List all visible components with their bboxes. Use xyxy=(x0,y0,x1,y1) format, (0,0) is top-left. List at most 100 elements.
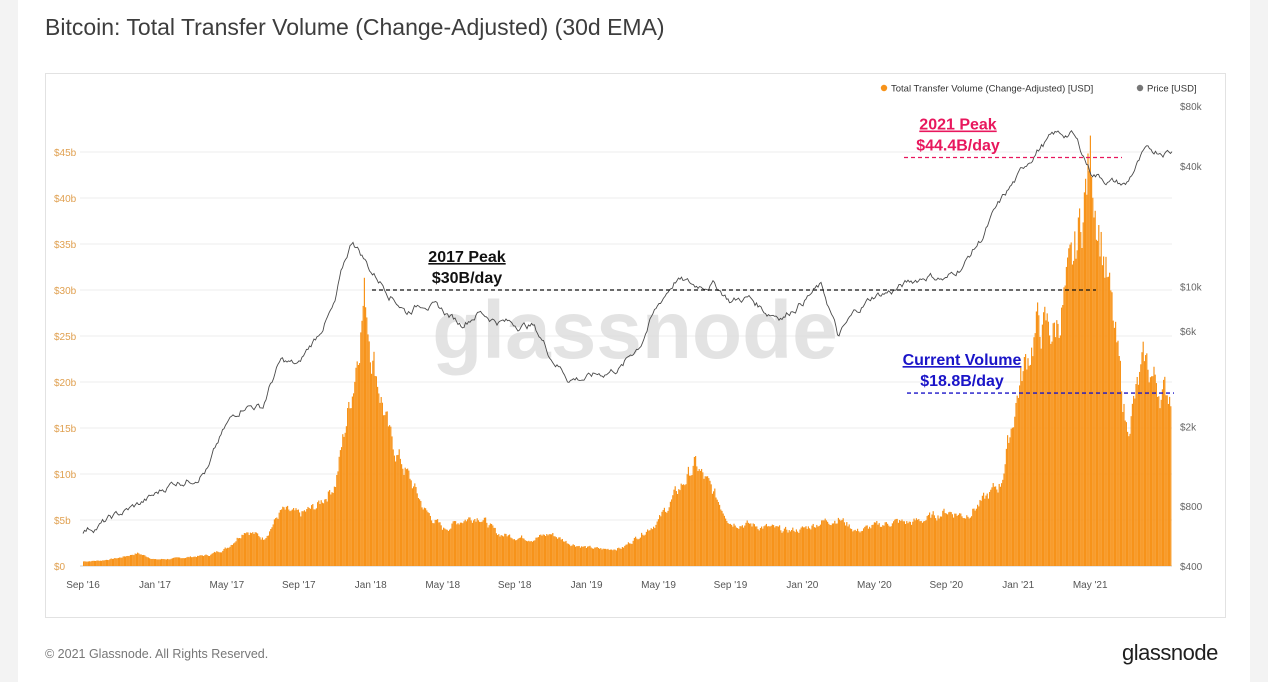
volume-bar xyxy=(450,528,452,566)
volume-bar xyxy=(626,544,628,566)
volume-bar xyxy=(422,509,424,566)
volume-bar xyxy=(764,525,766,566)
volume-bar xyxy=(1133,395,1135,566)
x-tick-label: Sep '17 xyxy=(282,580,316,591)
volume-bar xyxy=(919,521,921,566)
volume-bar xyxy=(240,538,242,566)
volume-bar xyxy=(302,511,304,566)
volume-bar xyxy=(260,539,262,566)
volume-bar xyxy=(773,525,775,566)
volume-bar xyxy=(327,491,329,566)
volume-bar xyxy=(449,529,451,566)
volume-bar xyxy=(177,557,179,566)
volume-bar xyxy=(693,456,695,566)
x-tick-label: Sep '19 xyxy=(714,580,748,591)
volume-bar xyxy=(228,547,230,566)
volume-bar xyxy=(506,536,508,566)
volume-bar xyxy=(1079,208,1081,566)
volume-bar xyxy=(110,558,112,566)
volume-bar xyxy=(299,512,301,566)
peak2021-title: 2021 Peak xyxy=(919,117,997,134)
volume-bar xyxy=(765,523,767,566)
volume-bar xyxy=(779,525,781,566)
volume-bar xyxy=(384,415,386,566)
volume-bar xyxy=(849,528,851,566)
volume-bar xyxy=(555,537,557,566)
volume-bar xyxy=(786,529,788,566)
volume-bar xyxy=(266,535,268,566)
legend-volume-label: Total Transfer Volume (Change-Adjusted) … xyxy=(891,84,1093,95)
volume-bar xyxy=(237,538,239,566)
volume-bar xyxy=(104,560,106,566)
volume-bar xyxy=(141,555,143,566)
volume-bar xyxy=(479,521,481,566)
volume-bar xyxy=(311,505,313,566)
volume-bar xyxy=(138,553,140,566)
volume-bar xyxy=(847,526,849,566)
volume-bar xyxy=(234,542,236,566)
volume-bar xyxy=(1076,250,1078,566)
volume-bar xyxy=(907,523,909,566)
volume-bar xyxy=(1095,239,1097,566)
volume-bar xyxy=(984,498,986,566)
volume-bar xyxy=(1087,153,1089,567)
volume-bar xyxy=(522,538,524,566)
volume-bar xyxy=(270,529,272,566)
price-series xyxy=(82,129,1173,534)
volume-bar xyxy=(727,522,729,566)
volume-bar xyxy=(351,396,353,566)
volume-bar xyxy=(317,502,319,566)
volume-bar xyxy=(681,484,683,566)
volume-bar xyxy=(883,525,885,566)
volume-bar xyxy=(236,537,238,566)
volume-bar xyxy=(1044,306,1046,566)
volume-bar xyxy=(855,531,857,566)
volume-bar xyxy=(230,544,232,566)
volume-bar xyxy=(386,411,388,566)
volume-bar xyxy=(782,531,784,566)
x-tick-label: Sep '16 xyxy=(66,580,100,591)
volume-bar xyxy=(625,544,627,566)
volume-bar xyxy=(830,525,832,566)
volume-bar xyxy=(175,557,177,566)
volume-bar xyxy=(1019,385,1021,566)
volume-bar xyxy=(941,516,943,566)
volume-bar xyxy=(483,517,485,566)
volume-bar xyxy=(137,552,139,566)
volume-bar xyxy=(1038,315,1040,566)
volume-bar xyxy=(777,526,779,566)
volume-bar xyxy=(243,533,245,566)
volume-bar xyxy=(611,549,613,566)
volume-bar xyxy=(707,476,709,566)
volume-bar xyxy=(185,557,187,566)
brand-logo: glassnode xyxy=(1122,640,1218,665)
volume-bar xyxy=(463,521,465,566)
volume-bar xyxy=(151,558,153,566)
volume-bar xyxy=(726,521,728,566)
volume-bar xyxy=(671,499,673,566)
volume-bar xyxy=(740,526,742,566)
current-value: $18.8B/day xyxy=(920,373,1004,390)
volume-bar xyxy=(525,540,527,566)
volume-bar xyxy=(1003,473,1005,566)
volume-bar xyxy=(885,522,887,566)
volume-bar xyxy=(459,522,461,566)
volume-bar xyxy=(1152,376,1154,566)
volume-bar xyxy=(162,559,164,566)
volume-bar xyxy=(1057,323,1059,566)
volume-bar xyxy=(769,526,771,566)
volume-bar xyxy=(156,559,158,566)
volume-bar xyxy=(687,466,689,566)
volume-bar xyxy=(635,536,637,566)
volume-bar xyxy=(909,521,911,566)
volume-bar xyxy=(615,550,617,566)
volume-bar xyxy=(923,521,925,566)
volume-bar xyxy=(825,520,827,566)
volume-bar xyxy=(295,508,297,566)
volume-bar xyxy=(475,521,477,566)
volume-bar xyxy=(879,526,881,566)
volume-bar xyxy=(798,532,800,566)
volume-bar xyxy=(924,521,926,566)
volume-bar xyxy=(431,520,433,566)
volume-bar xyxy=(1111,292,1113,566)
